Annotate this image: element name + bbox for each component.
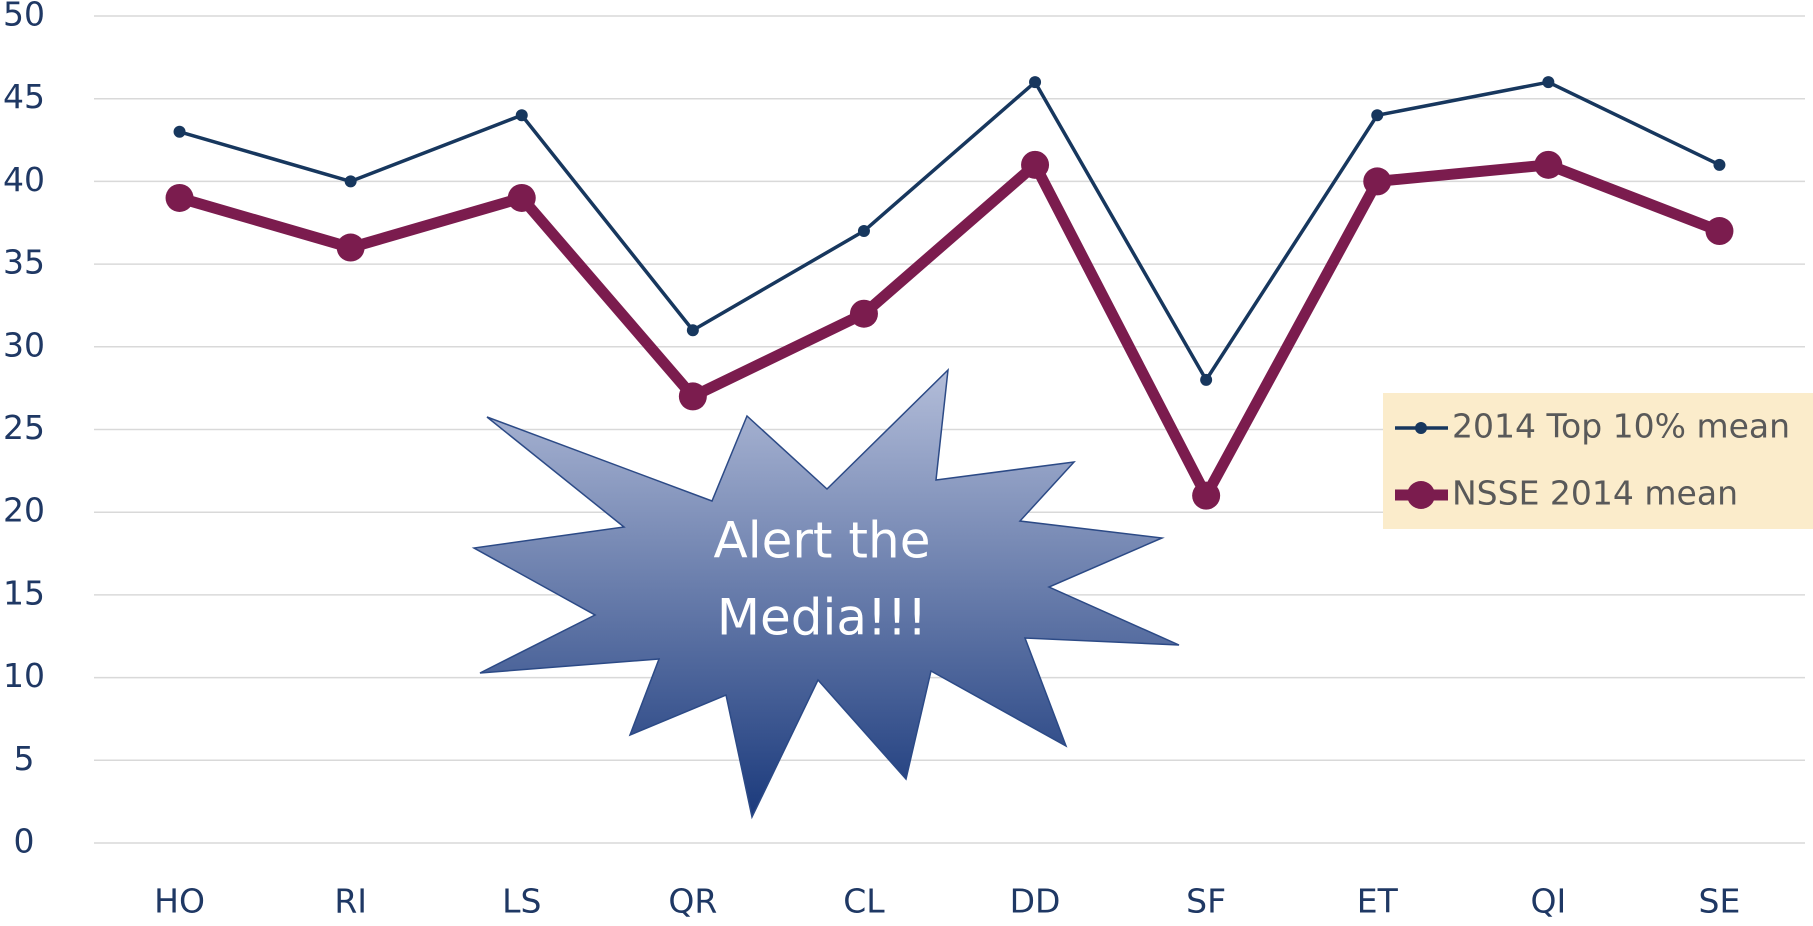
data-point <box>1021 150 1050 179</box>
legend-marker <box>1407 481 1435 509</box>
legend-marker <box>1415 422 1427 434</box>
x-tick-label: QI <box>1530 882 1566 921</box>
series-line <box>179 80 1721 382</box>
data-point <box>1029 76 1042 89</box>
data-point <box>1192 481 1221 510</box>
x-tick-label: HO <box>154 882 205 921</box>
annotation: Media!!! <box>717 589 927 647</box>
data-point <box>1705 217 1734 246</box>
data-point <box>1200 373 1213 386</box>
y-tick-label: 40 <box>3 160 45 199</box>
x-tick-label: CL <box>843 882 885 921</box>
data-point <box>686 324 699 337</box>
legend-box <box>1383 393 1813 529</box>
data-point <box>344 175 357 188</box>
y-tick-label: 5 <box>14 739 35 778</box>
y-tick-label: 25 <box>3 408 45 447</box>
x-tick-label: DD <box>1010 882 1061 921</box>
data-point <box>678 382 707 411</box>
x-tick-label: SE <box>1699 882 1741 921</box>
y-tick-label: 30 <box>3 325 45 364</box>
y-tick-label: 20 <box>3 491 45 530</box>
data-point <box>1542 76 1555 89</box>
legend-label: 2014 Top 10% mean <box>1452 407 1790 446</box>
plot <box>165 76 1734 510</box>
grid: 0 5 10 15 20 25 30 35 40 45 50 HO RI LS QR CL DD SF ET QI SE <box>3 0 1805 921</box>
annotation: Alert the <box>714 512 931 570</box>
x-tick-label: RI <box>334 882 367 921</box>
data-point <box>857 225 870 238</box>
y-tick-label: 10 <box>3 656 45 695</box>
x-tick-label: LS <box>502 882 541 921</box>
y-tick-label: 45 <box>3 77 45 116</box>
y-tick-label: 0 <box>14 822 35 861</box>
legend: 2014 Top 10% mean NSSE 2014 mean <box>1395 407 1790 513</box>
data-point <box>1363 167 1392 196</box>
data-point <box>336 233 365 262</box>
data-point <box>1534 150 1563 179</box>
data-point <box>1713 158 1726 171</box>
data-point <box>507 183 536 212</box>
y-tick-label: 15 <box>3 573 45 612</box>
data-point <box>173 125 186 138</box>
y-tick-label: 35 <box>3 243 45 282</box>
data-point <box>165 183 194 212</box>
data-point <box>515 109 528 122</box>
series-line <box>178 159 1722 502</box>
legend-label: NSSE 2014 mean <box>1452 474 1738 513</box>
x-tick-label: SF <box>1186 882 1226 921</box>
x-tick-label: ET <box>1357 882 1399 921</box>
x-tick-label: QR <box>668 882 717 921</box>
y-tick-label: 50 <box>3 0 45 34</box>
data-point <box>849 299 878 328</box>
starburst <box>471 367 1180 820</box>
data-point <box>1371 109 1384 122</box>
